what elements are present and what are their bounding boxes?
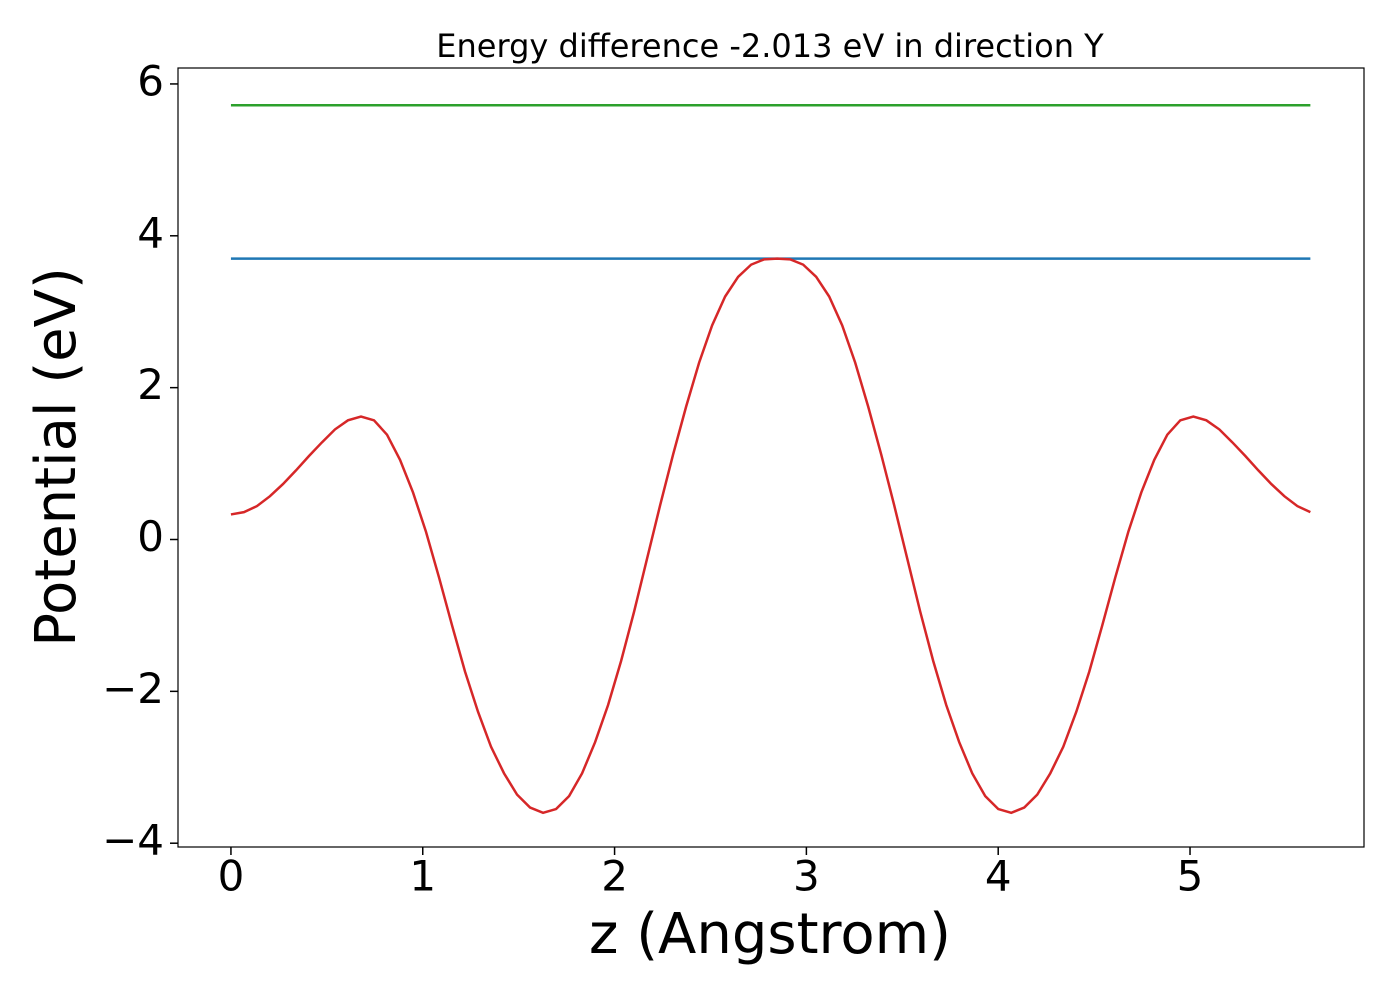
x-tick-label: 2 bbox=[601, 852, 628, 901]
y-tick-label: 0 bbox=[137, 512, 164, 561]
x-tick-label: 5 bbox=[1177, 852, 1204, 901]
x-tick-label: 4 bbox=[985, 852, 1012, 901]
plot-frame bbox=[177, 67, 1365, 848]
y-tick-label: 4 bbox=[137, 208, 164, 257]
x-tick-label: 3 bbox=[793, 852, 820, 901]
x-axis-label: z (Angstrom) bbox=[589, 902, 951, 967]
y-tick-label: 2 bbox=[137, 360, 164, 409]
x-tick-label: 0 bbox=[218, 852, 245, 901]
y-axis-label: Potential (eV) bbox=[24, 267, 89, 647]
y-tick-label: −2 bbox=[102, 664, 164, 713]
y-tick-label: 6 bbox=[137, 56, 164, 105]
data-line bbox=[230, 257, 1311, 815]
chart-title: Energy difference -2.013 eV in direction… bbox=[436, 27, 1104, 65]
y-tick-label: −4 bbox=[102, 816, 164, 865]
x-tick-label: 1 bbox=[409, 852, 436, 901]
